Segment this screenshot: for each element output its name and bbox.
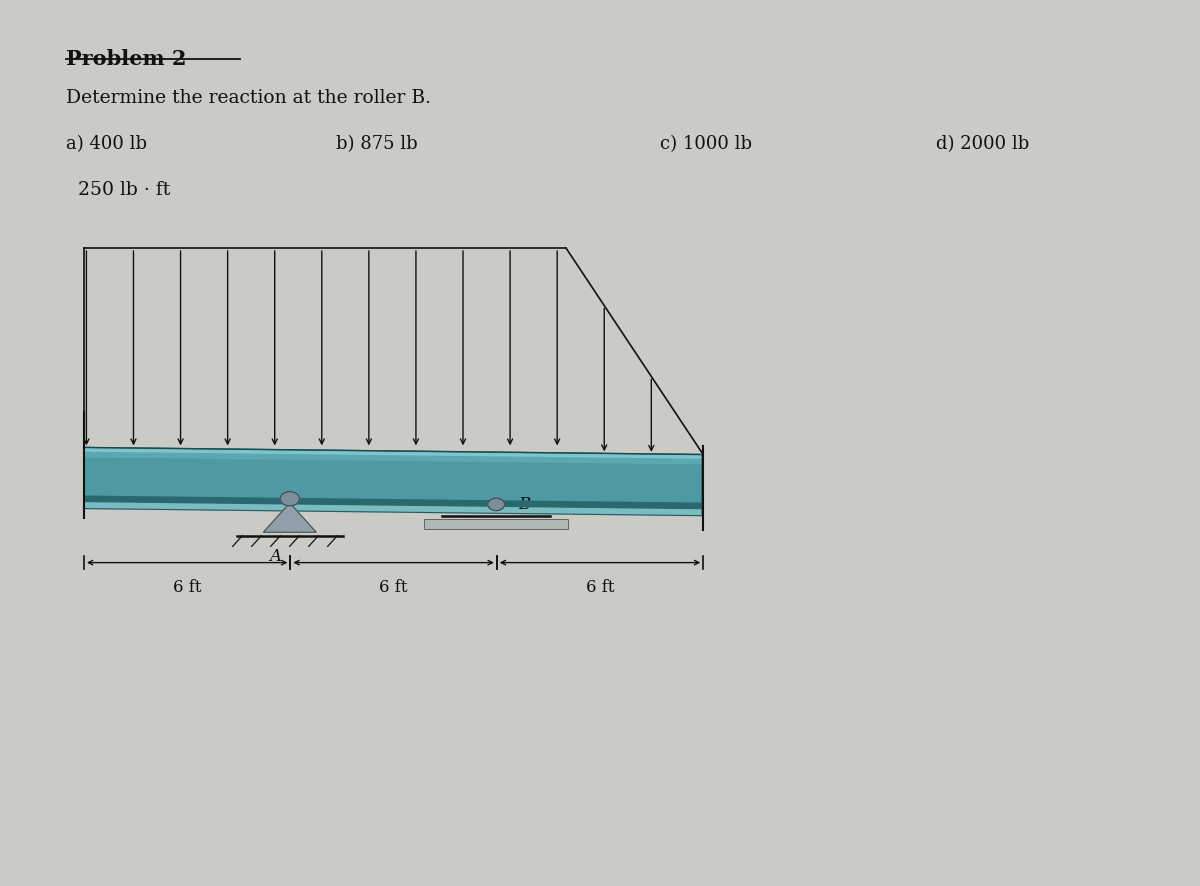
Text: a) 400 lb: a) 400 lb <box>66 135 148 152</box>
Bar <box>425 518 569 529</box>
Text: 250 lb · ft: 250 lb · ft <box>78 182 170 199</box>
Polygon shape <box>84 447 702 465</box>
Text: Determine the reaction at the roller B.: Determine the reaction at the roller B. <box>66 89 431 106</box>
Polygon shape <box>84 501 702 516</box>
Polygon shape <box>84 458 702 503</box>
Text: B: B <box>518 496 530 513</box>
Text: b) 875 lb: b) 875 lb <box>336 135 418 152</box>
Text: c) 1000 lb: c) 1000 lb <box>660 135 752 152</box>
Polygon shape <box>84 447 702 458</box>
Text: 6 ft: 6 ft <box>173 579 202 595</box>
Polygon shape <box>263 503 316 532</box>
Text: Problem 2: Problem 2 <box>66 49 186 69</box>
Text: 6 ft: 6 ft <box>586 579 614 595</box>
Text: d) 2000 lb: d) 2000 lb <box>936 135 1030 152</box>
Polygon shape <box>84 496 702 509</box>
Text: A: A <box>269 548 281 565</box>
Circle shape <box>488 498 505 510</box>
Circle shape <box>280 492 299 506</box>
Text: 6 ft: 6 ft <box>379 579 408 595</box>
